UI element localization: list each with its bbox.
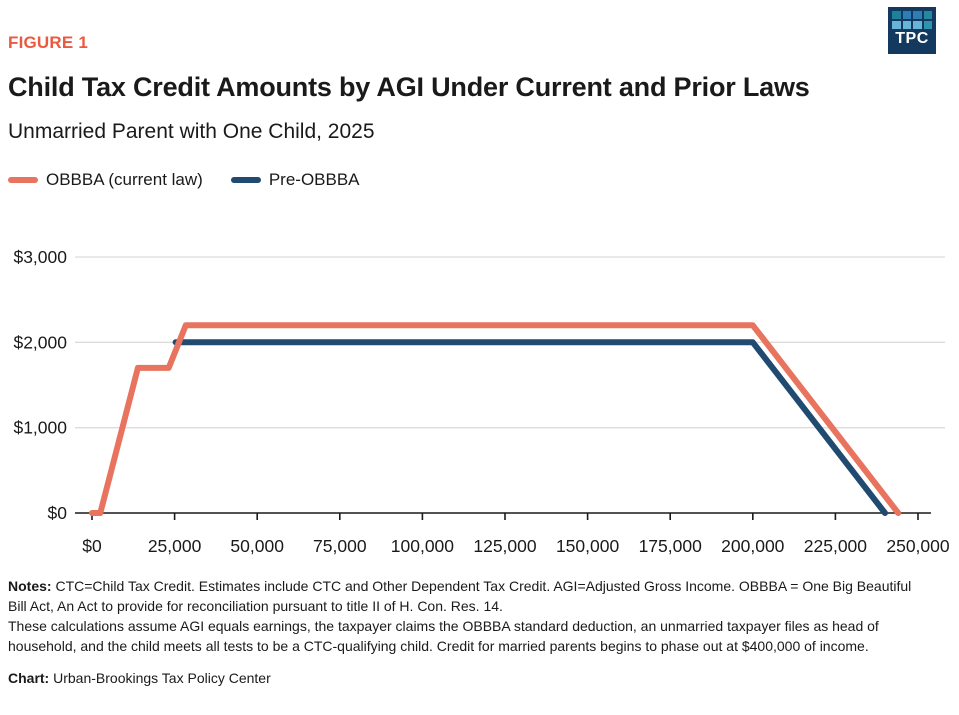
notes-paragraph-2: These calculations assume AGI equals ear… [8,616,918,656]
axis-labels: $0 $1,000 $2,000 $3,000 $0 25,000 50,000 75,000… [13,247,949,556]
logo-square [902,21,911,29]
notes-text-1: CTC=Child Tax Credit. Estimates include … [8,578,912,614]
notes-paragraph-1: Notes: CTC=Child Tax Credit. Estimates i… [8,576,918,616]
tpc-logo-text: TPC [895,30,929,47]
x-tick-label: 175,000 [639,536,703,556]
obbba-line-swatch [8,177,38,183]
pre-obbba-line-swatch [230,177,261,183]
logo-square [892,11,901,19]
x-tick-label: 150,000 [556,536,620,556]
credit-text: Urban-Brookings Tax Policy Center [49,670,271,686]
x-tick-label: 100,000 [391,536,455,556]
legend-label-obbba: OBBBA (current law) [46,170,203,189]
credit-label: Chart: [8,670,50,686]
x-tick-label: 50,000 [230,536,284,556]
y-tick-label: $3,000 [13,247,67,267]
chart-credit: Chart: Urban-Brookings Tax Policy Center [8,668,918,688]
x-tick-label: 250,000 [886,536,950,556]
notes-text-2: These calculations assume AGI equals ear… [8,618,879,654]
logo-square [892,21,901,29]
legend-item-pre-obbba: Pre-OBBBA [230,170,360,190]
logo-square [902,11,911,19]
chart-svg: $0 $1,000 $2,000 $3,000 $0 25,000 50,000 75,000… [13,247,949,556]
y-tick-label: $1,000 [13,418,67,438]
x-tick-label: 200,000 [721,536,785,556]
line-chart: $0 $1,000 $2,000 $3,000 $0 25,000 50,000 75,000… [0,240,959,560]
x-tick-label: 225,000 [804,536,868,556]
series-lines [89,322,902,516]
x-axis [75,512,931,520]
notes-block: Notes: CTC=Child Tax Credit. Estimates i… [8,576,918,688]
tpc-logo: TPC [888,7,936,54]
legend-item-obbba: OBBBA (current law) [8,170,203,190]
y-tick-label: $0 [48,503,68,523]
series-line-obbba-current-law [89,322,902,516]
legend-label-pre-obbba: Pre-OBBBA [268,170,360,189]
page-title: Child Tax Credit Amounts by AGI Under Cu… [8,72,810,102]
figure-label: FIGURE 1 [8,33,89,52]
series-line-pre-obbba [172,339,888,516]
logo-square [923,11,932,19]
notes-label: Notes: [8,578,52,594]
logo-square [923,21,932,29]
logo-square [913,21,922,29]
y-tick-label: $2,000 [13,332,67,352]
legend: OBBBA (current law) Pre-OBBBA [8,170,949,190]
x-tick-label: $0 [82,536,102,556]
logo-square [913,11,922,19]
x-tick-label: 25,000 [148,536,202,556]
page-subtitle: Unmarried Parent with One Child, 2025 [8,120,375,143]
x-tick-label: 75,000 [313,536,367,556]
tpc-logo-grid-icon [892,11,932,29]
x-tick-label: 125,000 [473,536,537,556]
